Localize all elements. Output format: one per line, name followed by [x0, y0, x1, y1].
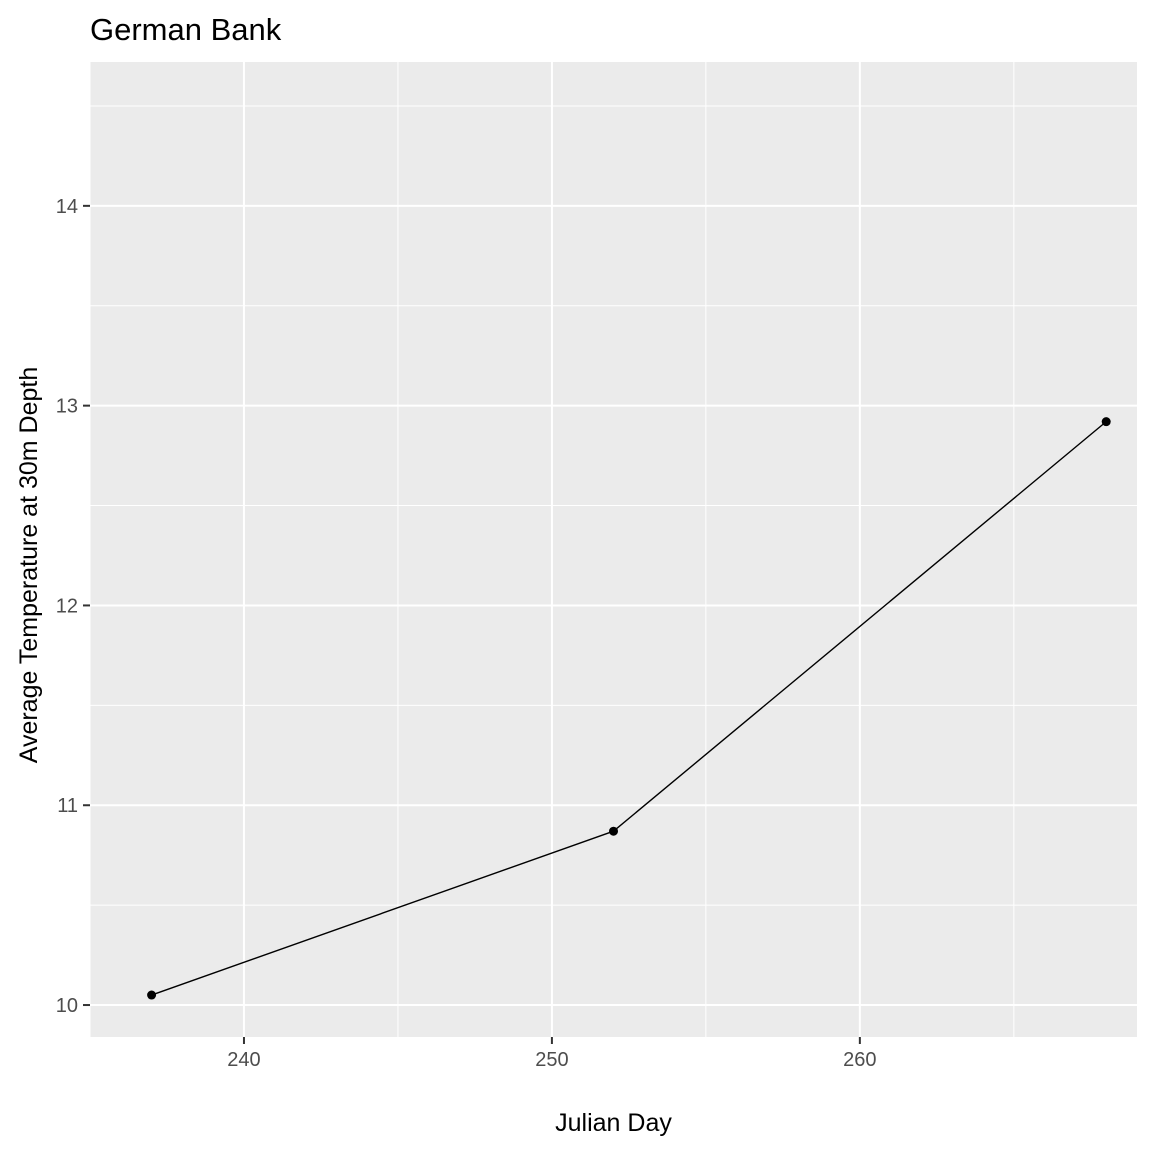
x-tick-label: 260 [843, 1049, 876, 1071]
y-axis: 10 11 12 13 14 [56, 196, 90, 1017]
y-tick-label: 14 [56, 196, 78, 218]
major-gridlines [90, 62, 1137, 1037]
x-axis: 240 250 260 [227, 1037, 877, 1071]
data-point [609, 826, 618, 836]
x-tick-label: 240 [227, 1049, 260, 1071]
y-tick-label: 13 [56, 396, 78, 418]
data-point [147, 990, 157, 1000]
chart-title: German Bank [90, 12, 282, 47]
x-axis-title: Julian Day [555, 1109, 672, 1137]
y-tick-label: 12 [56, 595, 78, 617]
minor-gridlines [89, 62, 1137, 1037]
y-tick-label: 11 [57, 795, 78, 817]
series-points [147, 417, 1111, 1000]
y-tick-label: 10 [56, 995, 78, 1017]
data-point [1101, 417, 1111, 427]
plot-panel [90, 62, 1137, 1037]
x-tick-label: 250 [535, 1049, 568, 1071]
y-axis-title: Average Temperature at 30m Depth [15, 367, 43, 764]
